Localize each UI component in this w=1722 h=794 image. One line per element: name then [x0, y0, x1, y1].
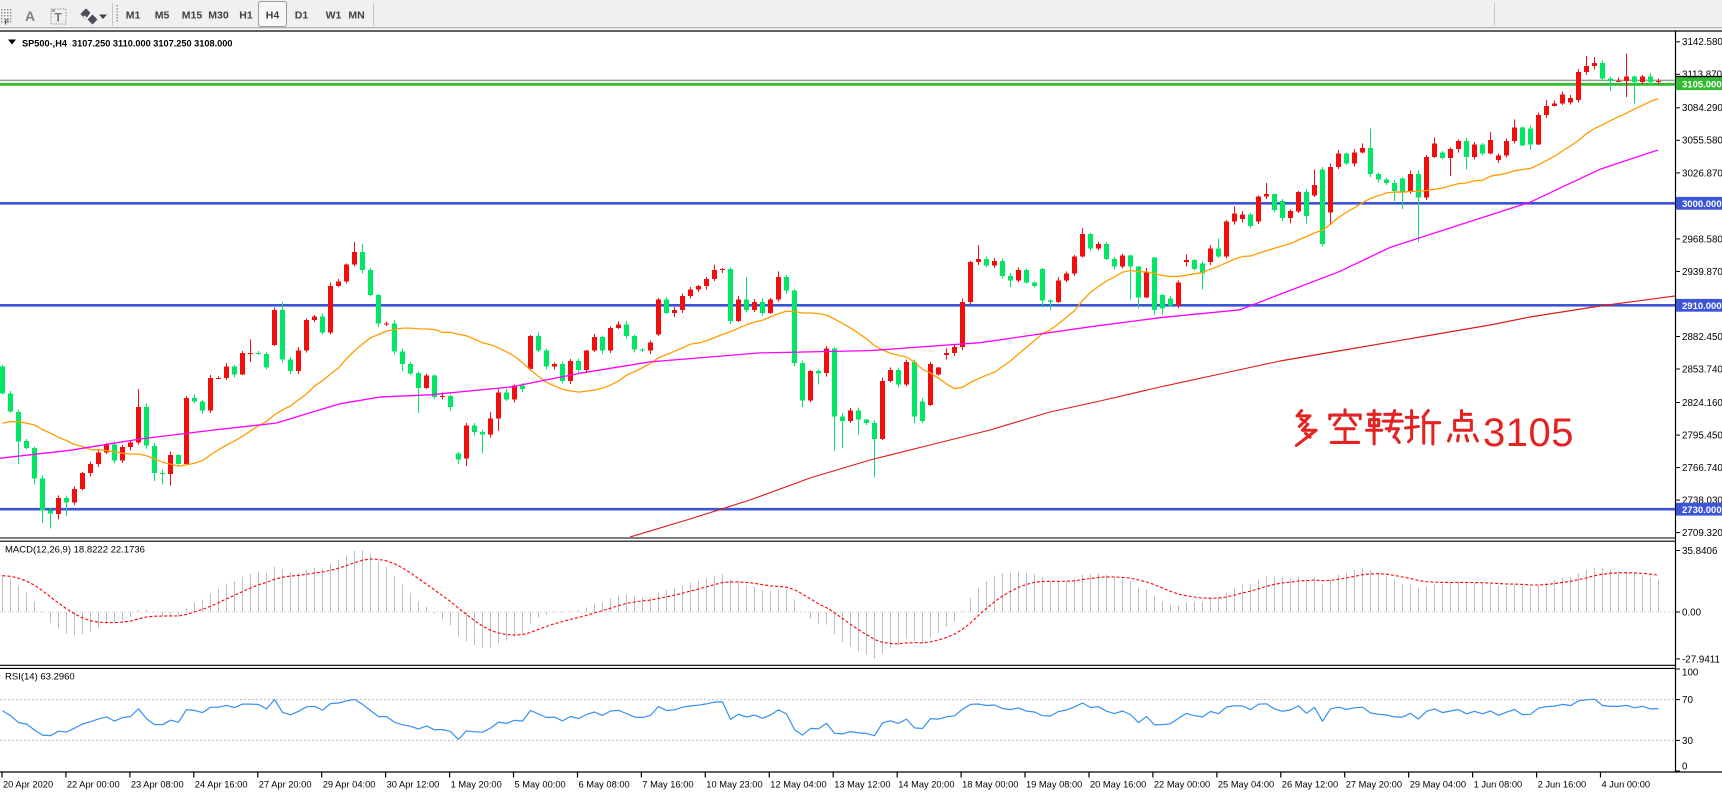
svg-text:7 May 16:00: 7 May 16:00 [642, 780, 693, 790]
svg-text:3113.870: 3113.870 [1682, 70, 1722, 81]
svg-text:1 Jun 08:00: 1 Jun 08:00 [1474, 780, 1523, 790]
svg-text:35.8406: 35.8406 [1682, 546, 1718, 557]
svg-text:H1: H1 [239, 10, 253, 22]
svg-text:0: 0 [1682, 762, 1688, 773]
svg-text:M1: M1 [126, 10, 141, 22]
svg-text:12 May 04:00: 12 May 04:00 [770, 780, 826, 790]
svg-text:2853.740: 2853.740 [1682, 364, 1722, 375]
svg-text:23 Apr 08:00: 23 Apr 08:00 [131, 780, 184, 790]
svg-text:2709.320: 2709.320 [1682, 528, 1722, 539]
svg-text:27 May 20:00: 27 May 20:00 [1346, 780, 1402, 790]
svg-text:3142.580: 3142.580 [1682, 37, 1722, 48]
svg-text:F: F [5, 18, 10, 27]
svg-text:2910.000: 2910.000 [1682, 301, 1722, 312]
svg-text:MN: MN [348, 10, 364, 22]
svg-text:22 May 00:00: 22 May 00:00 [1154, 780, 1210, 790]
svg-text:26 May 12:00: 26 May 12:00 [1282, 780, 1338, 790]
svg-text:22 Apr 00:00: 22 Apr 00:00 [67, 780, 120, 790]
svg-text:W1: W1 [326, 10, 342, 22]
svg-text:29 May 04:00: 29 May 04:00 [1410, 780, 1466, 790]
svg-text:2730.000: 2730.000 [1682, 505, 1722, 516]
svg-text:3026.870: 3026.870 [1682, 168, 1722, 179]
svg-text:3105: 3105 [1483, 411, 1574, 455]
svg-text:D1: D1 [295, 10, 309, 22]
svg-text:M15: M15 [182, 10, 203, 22]
svg-text:MACD(12,26,9) 18.8222 22.1736: MACD(12,26,9) 18.8222 22.1736 [5, 545, 145, 556]
svg-text:30 Apr 12:00: 30 Apr 12:00 [387, 780, 440, 790]
svg-text:2939.870: 2939.870 [1682, 267, 1722, 278]
svg-text:2766.740: 2766.740 [1682, 463, 1722, 474]
svg-text:27 Apr 20:00: 27 Apr 20:00 [259, 780, 312, 790]
svg-text:70: 70 [1682, 695, 1693, 706]
svg-text:19 May 08:00: 19 May 08:00 [1026, 780, 1082, 790]
svg-text:2795.450: 2795.450 [1682, 431, 1722, 442]
svg-text:3000.000: 3000.000 [1682, 199, 1722, 210]
svg-text:-27.9411: -27.9411 [1682, 654, 1720, 665]
svg-text:0.00: 0.00 [1682, 607, 1702, 618]
svg-text:100: 100 [1682, 668, 1699, 679]
svg-text:M30: M30 [208, 10, 229, 22]
svg-text:14 May 20:00: 14 May 20:00 [898, 780, 954, 790]
svg-text:24 Apr 16:00: 24 Apr 16:00 [195, 780, 248, 790]
svg-text:29 Apr 04:00: 29 Apr 04:00 [323, 780, 376, 790]
svg-text:RSI(14) 63.2960: RSI(14) 63.2960 [5, 672, 75, 683]
svg-text:A: A [25, 8, 35, 24]
svg-text:10 May 23:00: 10 May 23:00 [706, 780, 762, 790]
svg-text:SP500-,H4 3107.250 3110.000 3: SP500-,H4 3107.250 3110.000 3107.250 310… [22, 39, 232, 49]
svg-text:3105.000: 3105.000 [1682, 79, 1722, 90]
svg-text:13 May 12:00: 13 May 12:00 [834, 780, 890, 790]
svg-text:20 Apr 2020: 20 Apr 2020 [3, 780, 53, 790]
svg-text:2738.030: 2738.030 [1682, 496, 1722, 507]
svg-text:2882.450: 2882.450 [1682, 332, 1722, 343]
svg-text:5 May 00:00: 5 May 00:00 [515, 780, 566, 790]
svg-text:1 May 20:00: 1 May 20:00 [451, 780, 502, 790]
svg-text:M5: M5 [155, 10, 170, 22]
svg-text:T: T [55, 11, 63, 25]
svg-text:H4: H4 [266, 10, 280, 22]
svg-text:2 Jun 16:00: 2 Jun 16:00 [1538, 780, 1587, 790]
svg-text:3055.580: 3055.580 [1682, 136, 1722, 147]
svg-text:25 May 04:00: 25 May 04:00 [1218, 780, 1274, 790]
svg-text:6 May 08:00: 6 May 08:00 [579, 780, 630, 790]
svg-text:2968.580: 2968.580 [1682, 234, 1722, 245]
svg-text:18 May 00:00: 18 May 00:00 [962, 780, 1018, 790]
svg-text:20 May 16:00: 20 May 16:00 [1090, 780, 1146, 790]
svg-text:30: 30 [1682, 736, 1693, 747]
svg-text:3084.290: 3084.290 [1682, 103, 1722, 114]
svg-text:2824.160: 2824.160 [1682, 398, 1722, 409]
svg-text:4 Jun 00:00: 4 Jun 00:00 [1602, 780, 1651, 790]
